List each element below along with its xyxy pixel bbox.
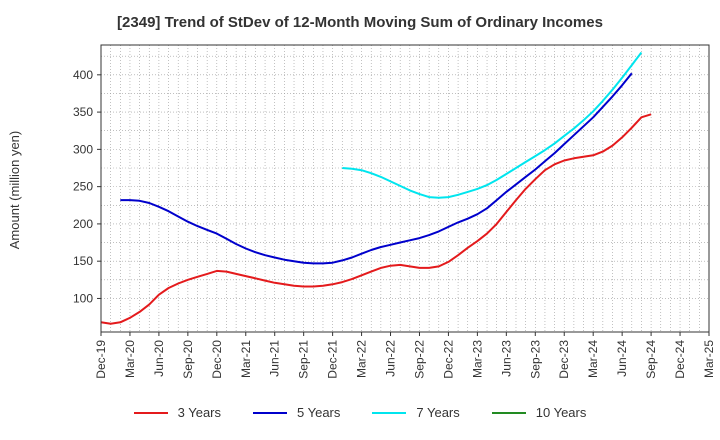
y-axis-label: Amount (million yen) — [7, 131, 22, 250]
y-tick-label: 250 — [73, 180, 93, 194]
series-layer — [100, 51, 652, 325]
y-tick-label: 200 — [73, 217, 93, 231]
legend-label: 3 Years — [177, 405, 221, 420]
x-tick-label: Sep-24 — [644, 340, 658, 379]
x-tick-label: Sep-22 — [412, 340, 426, 379]
chart-title: [2349] Trend of StDev of 12-Month Moving… — [117, 14, 603, 31]
y-tick-label: 100 — [73, 291, 93, 305]
x-tick-label: Sep-20 — [181, 340, 195, 379]
x-tick-label: Mar-23 — [470, 340, 484, 378]
legend-label: 7 Years — [416, 405, 460, 420]
x-tick-label: Jun-20 — [152, 340, 166, 377]
x-tick-label: Jun-24 — [615, 340, 629, 377]
legend-swatch — [372, 411, 407, 414]
legend-label: 5 Years — [297, 405, 341, 420]
series-line-5-years — [120, 72, 633, 265]
legend-swatch — [491, 411, 526, 414]
legend-item: 7 Years — [372, 405, 460, 420]
grid-layer — [100, 45, 710, 332]
x-tick-label: Mar-21 — [239, 340, 253, 378]
legend: 3 Years 5 Years 7 Years 10 Years — [0, 405, 720, 420]
x-tick-label: Dec-24 — [673, 340, 687, 379]
x-tick-label: Dec-19 — [94, 340, 108, 379]
x-tick-label: Jun-22 — [384, 340, 398, 377]
x-tick-label: Mar-22 — [355, 340, 369, 378]
legend-label: 10 Years — [535, 405, 587, 420]
legend-item: 10 Years — [491, 405, 587, 420]
y-tick-label: 150 — [73, 254, 93, 268]
x-tick-label: Mar-20 — [123, 340, 137, 378]
x-tick-label: Jun-21 — [268, 340, 282, 377]
legend-item: 3 Years — [133, 405, 221, 420]
legend-swatch — [133, 411, 168, 414]
x-tick-label: Dec-23 — [557, 340, 571, 379]
y-tick-label: 350 — [73, 105, 93, 119]
x-tick-label: Jun-23 — [499, 340, 513, 377]
x-tick-label: Dec-20 — [210, 340, 224, 379]
x-tick-label: Dec-22 — [441, 340, 455, 379]
legend-item: 5 Years — [253, 405, 340, 420]
axis-layer: 100 150 200 250 300 350 400 Dec-19 Mar-20 Jun-20 S… — [73, 68, 716, 379]
series-line-3-years — [100, 113, 652, 325]
legend-swatch — [253, 411, 287, 414]
series-line-7-years — [342, 51, 643, 199]
y-tick-label: 300 — [73, 142, 93, 156]
x-tick-label: Dec-21 — [326, 340, 340, 379]
plot-frame — [100, 44, 710, 333]
x-tick-label: Sep-23 — [528, 340, 542, 379]
y-tick-label: 400 — [73, 68, 93, 82]
x-tick-label: Mar-25 — [702, 340, 716, 378]
x-tick-label: Mar-24 — [586, 340, 600, 378]
x-tick-label: Sep-21 — [297, 340, 311, 379]
